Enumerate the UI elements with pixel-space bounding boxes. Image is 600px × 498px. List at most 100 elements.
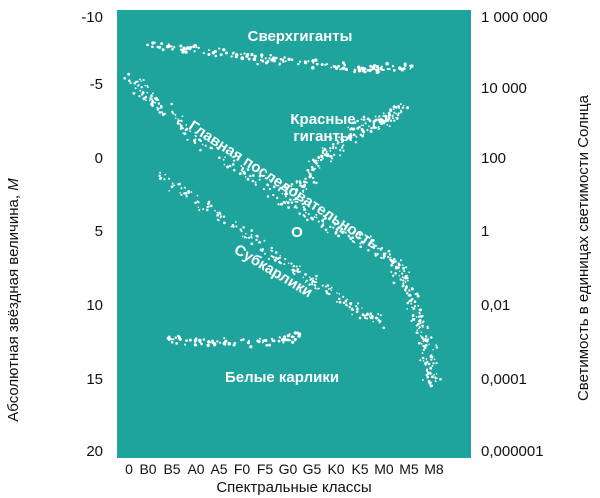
- star-dot: [371, 245, 374, 248]
- supergiants-label: Сверхгиганты: [248, 28, 353, 45]
- star-dot: [183, 186, 186, 189]
- star-dot: [302, 214, 305, 217]
- star-dot: [366, 317, 369, 320]
- star-dot: [277, 203, 280, 206]
- star-dot: [358, 316, 362, 320]
- star-dot: [312, 61, 315, 64]
- star-dot: [342, 144, 345, 146]
- star-dot: [405, 266, 408, 269]
- star-dot: [369, 312, 373, 316]
- plot-area: [117, 10, 471, 458]
- star-dot: [430, 356, 433, 359]
- star-dot: [329, 154, 333, 158]
- star-dot: [301, 185, 305, 189]
- star-dot: [360, 118, 363, 121]
- star-dot: [199, 139, 203, 143]
- star-dot: [418, 312, 421, 315]
- star-dot: [377, 128, 380, 130]
- star-dot: [289, 190, 292, 192]
- star-dot: [261, 250, 264, 253]
- star-dot: [426, 325, 429, 328]
- star-dot: [430, 354, 433, 356]
- star-dot: [186, 46, 189, 49]
- star-dot: [366, 117, 370, 121]
- star-dot: [304, 177, 307, 180]
- star-dot: [361, 134, 364, 138]
- star-dot: [425, 358, 428, 360]
- star-dot: [185, 339, 188, 342]
- star-dot: [312, 180, 316, 184]
- star-dot: [313, 284, 317, 287]
- star-dot: [193, 50, 196, 53]
- star-dot: [283, 335, 287, 339]
- star-dot: [367, 248, 370, 252]
- star-dot: [410, 294, 412, 297]
- star-dot: [278, 336, 281, 339]
- star-dot: [208, 49, 210, 52]
- star-dot: [284, 257, 287, 261]
- star-dot: [327, 155, 330, 158]
- star-dot: [194, 134, 197, 137]
- star-dot: [298, 60, 302, 63]
- star-dot: [336, 139, 339, 142]
- star-dot: [352, 309, 355, 311]
- star-dot: [295, 265, 298, 268]
- star-dot: [426, 375, 430, 379]
- star-dot: [172, 112, 175, 115]
- star-dot: [243, 52, 246, 55]
- star-dot: [246, 341, 250, 345]
- star-dot: [424, 335, 428, 338]
- star-dot: [317, 164, 320, 168]
- star-dot: [439, 377, 442, 381]
- star-dot: [154, 101, 157, 104]
- star-dot: [157, 98, 160, 102]
- star-dot: [416, 294, 420, 298]
- star-dot: [353, 70, 356, 74]
- star-dot: [283, 189, 286, 192]
- star-dot: [233, 168, 236, 172]
- x-tick-label: B5: [163, 461, 180, 477]
- star-dot: [223, 337, 226, 340]
- star-dot: [420, 342, 423, 345]
- star-dot: [370, 127, 372, 129]
- x-tick-label: K5: [351, 461, 368, 477]
- star-dot: [392, 281, 396, 285]
- star-dot: [156, 45, 160, 49]
- star-dot: [428, 343, 430, 345]
- star-dot: [308, 173, 311, 176]
- star-dot: [167, 338, 171, 341]
- star-dot: [173, 46, 176, 49]
- star-dot: [335, 228, 339, 231]
- star-dot: [247, 236, 251, 240]
- star-dot: [419, 334, 422, 337]
- star-dot: [176, 122, 180, 125]
- y-tick-label: 20: [86, 443, 103, 460]
- star-dot: [315, 161, 318, 165]
- star-dot: [279, 261, 282, 265]
- star-dot: [408, 289, 411, 292]
- star-dot: [275, 196, 279, 200]
- star-dot: [270, 249, 272, 252]
- star-dot: [246, 168, 250, 171]
- star-dot: [409, 67, 412, 70]
- star-dot: [435, 373, 438, 375]
- star-dot: [337, 64, 340, 68]
- star-dot: [264, 252, 266, 255]
- star-dot: [341, 146, 344, 149]
- star-dot: [324, 285, 328, 288]
- star-dot: [321, 284, 324, 287]
- star-dot: [419, 359, 422, 362]
- star-dot: [214, 209, 216, 212]
- star-dot: [362, 124, 365, 127]
- star-dot: [174, 336, 178, 339]
- star-dot: [232, 159, 236, 162]
- star-dot: [380, 256, 383, 259]
- star-dot: [291, 268, 295, 272]
- star-dot: [369, 64, 373, 68]
- star-dot: [353, 121, 357, 124]
- star-dot: [200, 342, 203, 346]
- star-dot: [307, 60, 310, 63]
- star-dot: [372, 320, 374, 323]
- star-dot: [242, 226, 245, 229]
- star-dot: [425, 368, 429, 371]
